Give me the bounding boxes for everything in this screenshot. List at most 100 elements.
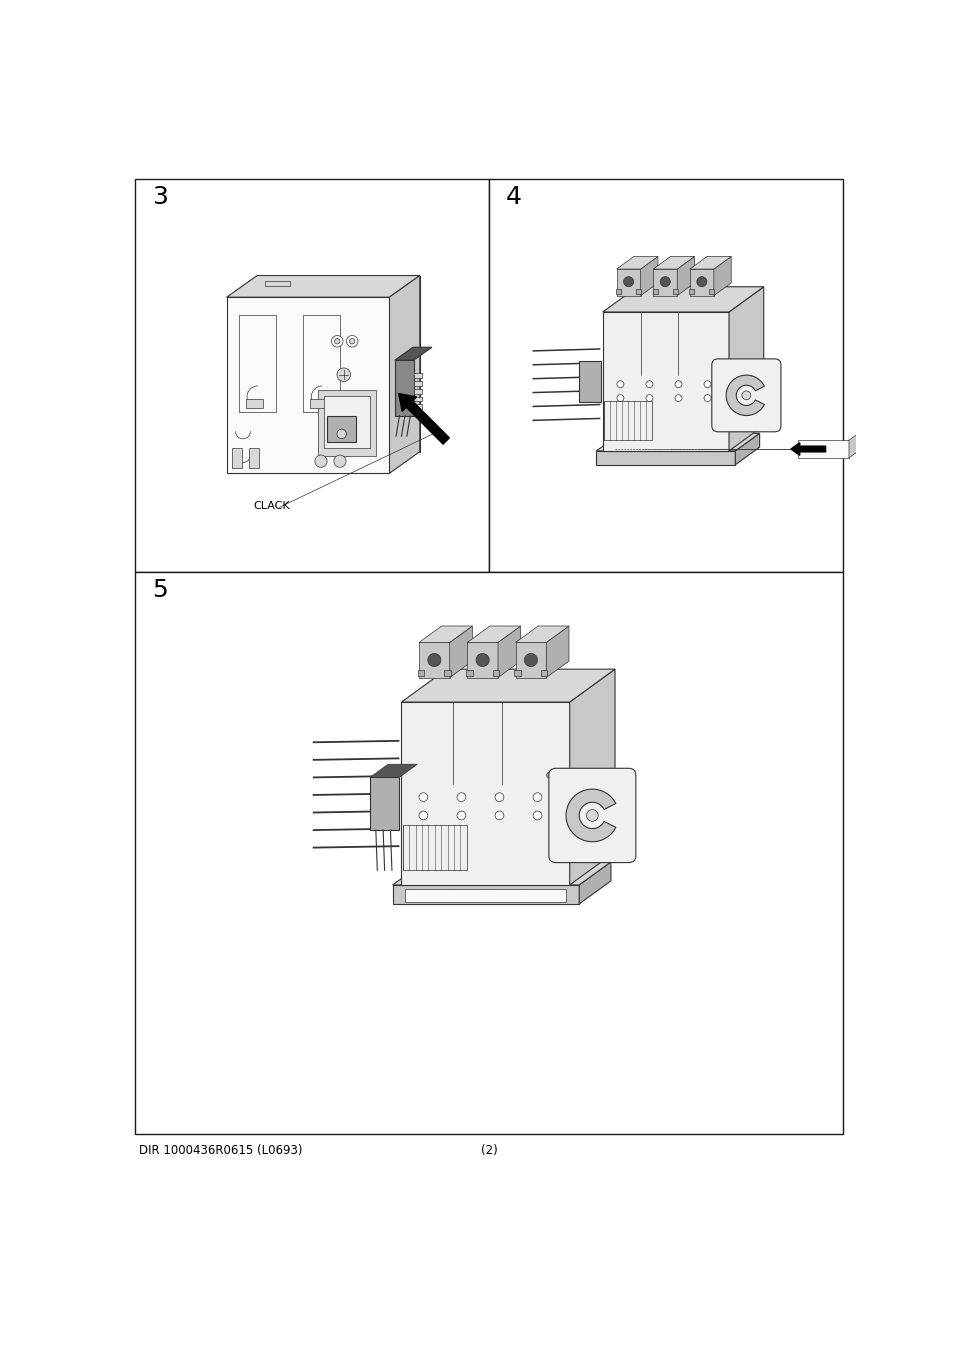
Bar <box>616 269 640 296</box>
Bar <box>265 281 290 286</box>
Bar <box>405 890 565 903</box>
Polygon shape <box>515 626 568 643</box>
Circle shape <box>446 890 456 899</box>
Bar <box>232 448 241 468</box>
Bar <box>134 180 488 571</box>
Polygon shape <box>728 286 763 451</box>
Circle shape <box>335 339 339 344</box>
Circle shape <box>418 792 427 802</box>
Text: 5: 5 <box>152 578 167 602</box>
FancyArrow shape <box>398 394 449 444</box>
Circle shape <box>696 277 706 286</box>
Text: DIR 1000436R0615 (L0693): DIR 1000436R0615 (L0693) <box>138 1143 302 1157</box>
Circle shape <box>645 381 652 387</box>
Polygon shape <box>653 256 694 269</box>
Text: CLACK: CLACK <box>253 501 290 510</box>
Circle shape <box>645 394 652 401</box>
Bar <box>238 315 275 412</box>
Circle shape <box>349 339 355 344</box>
Polygon shape <box>713 256 730 296</box>
Circle shape <box>703 394 710 401</box>
Bar <box>323 397 370 448</box>
Polygon shape <box>596 433 759 451</box>
Polygon shape <box>227 275 419 297</box>
Text: 3: 3 <box>152 185 168 209</box>
Bar <box>672 289 678 294</box>
Circle shape <box>703 381 710 387</box>
Bar <box>245 398 262 408</box>
Circle shape <box>675 381 681 387</box>
Circle shape <box>623 277 633 286</box>
Bar <box>249 448 258 468</box>
Bar <box>402 825 466 871</box>
Bar <box>514 670 520 676</box>
Circle shape <box>495 792 503 802</box>
Polygon shape <box>569 670 615 886</box>
Bar <box>688 289 694 294</box>
Bar <box>414 397 421 401</box>
Bar <box>327 416 355 441</box>
Bar <box>418 643 449 678</box>
Bar <box>653 269 677 296</box>
Bar <box>401 702 569 886</box>
Circle shape <box>546 772 552 778</box>
Circle shape <box>519 890 528 899</box>
Bar <box>444 670 451 676</box>
Polygon shape <box>578 861 610 905</box>
Circle shape <box>331 336 343 347</box>
Circle shape <box>675 394 681 401</box>
Bar <box>134 571 842 1134</box>
Bar <box>596 451 735 464</box>
Circle shape <box>336 429 346 439</box>
Circle shape <box>476 653 489 667</box>
Bar <box>798 440 848 458</box>
Bar <box>417 670 424 676</box>
Circle shape <box>456 792 465 802</box>
Bar <box>310 398 327 408</box>
Bar <box>393 886 578 904</box>
Polygon shape <box>565 790 616 842</box>
Bar <box>414 373 421 378</box>
Bar <box>652 289 657 294</box>
Polygon shape <box>449 626 472 678</box>
Circle shape <box>410 890 418 899</box>
Polygon shape <box>370 764 417 778</box>
Polygon shape <box>616 256 658 269</box>
Bar <box>616 289 620 294</box>
Circle shape <box>617 381 623 387</box>
Bar <box>395 360 414 416</box>
Circle shape <box>495 811 503 819</box>
Bar <box>370 778 398 830</box>
Text: 4: 4 <box>505 185 521 209</box>
Bar <box>303 315 340 412</box>
Bar <box>414 381 421 386</box>
Bar <box>488 180 842 571</box>
Bar <box>466 670 473 676</box>
FancyBboxPatch shape <box>548 768 636 863</box>
Bar <box>227 297 389 474</box>
Bar <box>467 643 497 678</box>
Circle shape <box>336 369 350 382</box>
Circle shape <box>533 811 541 819</box>
Bar <box>636 289 640 294</box>
Polygon shape <box>640 256 658 296</box>
Polygon shape <box>401 670 615 702</box>
Bar <box>602 312 728 451</box>
Circle shape <box>617 394 623 401</box>
Polygon shape <box>393 861 610 886</box>
Circle shape <box>524 653 537 667</box>
Bar <box>492 670 498 676</box>
Bar <box>317 390 375 456</box>
Polygon shape <box>735 433 759 464</box>
Circle shape <box>427 653 440 667</box>
Bar <box>603 401 651 440</box>
Bar <box>515 643 546 678</box>
Polygon shape <box>497 626 520 678</box>
Circle shape <box>346 336 357 347</box>
Text: (2): (2) <box>480 1143 497 1157</box>
Circle shape <box>659 277 670 286</box>
Polygon shape <box>689 256 730 269</box>
Polygon shape <box>395 347 432 360</box>
Polygon shape <box>467 626 520 643</box>
Circle shape <box>586 810 598 821</box>
